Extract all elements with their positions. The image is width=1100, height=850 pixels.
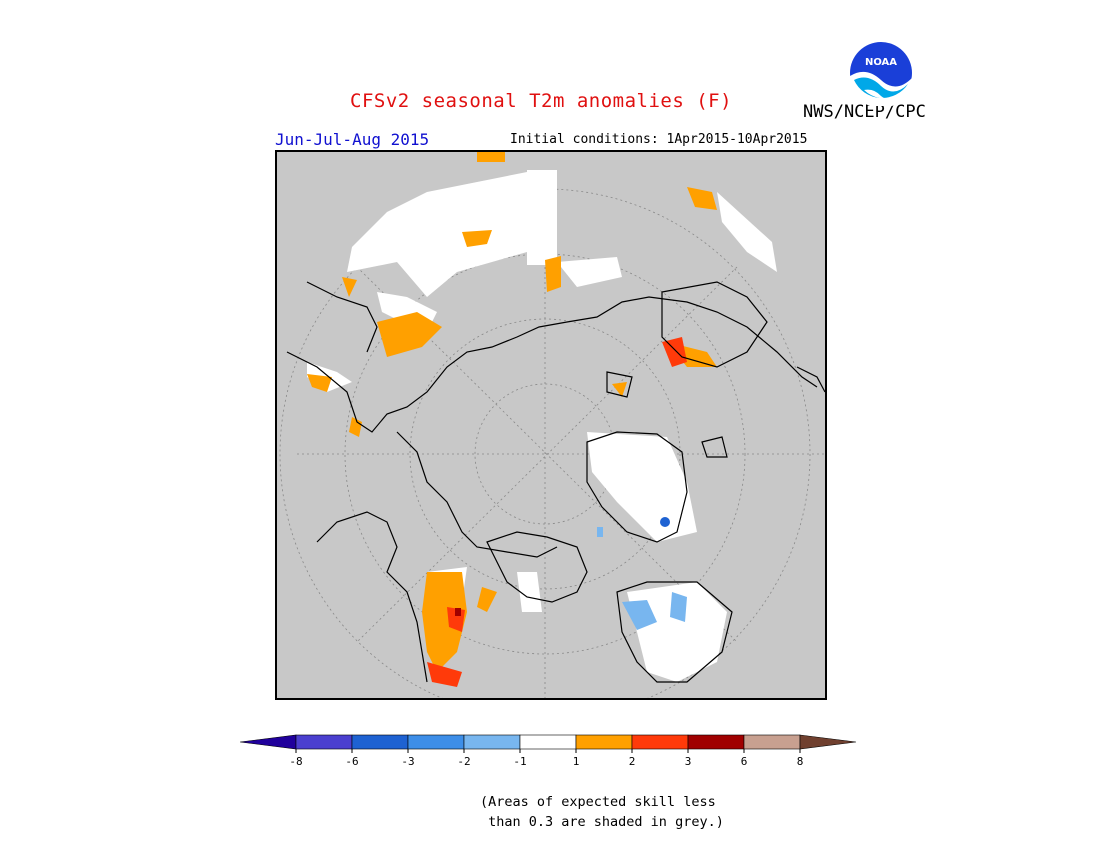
legend-tick-label: 8 (797, 755, 804, 768)
legend-tick-label: -6 (345, 755, 358, 768)
legend-swatch (351, 734, 409, 750)
noaa-logo: NOAA (849, 42, 912, 106)
agency-label: NWS/NCEP/CPC (803, 102, 926, 122)
legend-tick-label: -2 (457, 755, 470, 768)
noaa-logo-text: NOAA (865, 57, 897, 68)
strong-warm-regions (427, 337, 687, 687)
legend-swatch (463, 734, 521, 750)
coastlines (286, 281, 825, 683)
map-title: CFSv2 seasonal T2m anomalies (F) (350, 90, 733, 112)
color-legend: -8 -6 -3 -2 -1 1 2 3 6 8 (240, 734, 857, 768)
forecast-period: Jun-Jul-Aug 2015 (275, 130, 430, 149)
cool-spot (660, 517, 670, 527)
legend-swatch (295, 734, 353, 750)
legend-tick-label: -8 (289, 755, 302, 768)
polar-map-svg (279, 152, 825, 698)
legend-swatch (407, 734, 465, 750)
initial-conditions: Initial conditions: 1Apr2015-10Apr2015 (510, 132, 808, 147)
very-warm-spots (455, 608, 461, 616)
legend-tick-label: 2 (629, 755, 636, 768)
legend-tick-label: 1 (573, 755, 580, 768)
skill-note: (Areas of expected skill less than 0.3 a… (480, 794, 724, 830)
legend-tick-label: 6 (741, 755, 748, 768)
legend-swatch (575, 734, 633, 750)
legend-swatch (631, 734, 689, 750)
legend-tick-label: 3 (685, 755, 692, 768)
polar-map (275, 150, 827, 700)
legend-swatch (687, 734, 745, 750)
legend-arrow-low (240, 734, 297, 750)
legend-arrow-high (799, 734, 857, 750)
legend-tick-label: -3 (401, 755, 414, 768)
slight-cool-regions (597, 527, 687, 630)
legend-tick-label: -1 (513, 755, 526, 768)
legend-swatch (743, 734, 801, 750)
warm-regions (307, 152, 717, 672)
legend-swatch (519, 734, 577, 750)
